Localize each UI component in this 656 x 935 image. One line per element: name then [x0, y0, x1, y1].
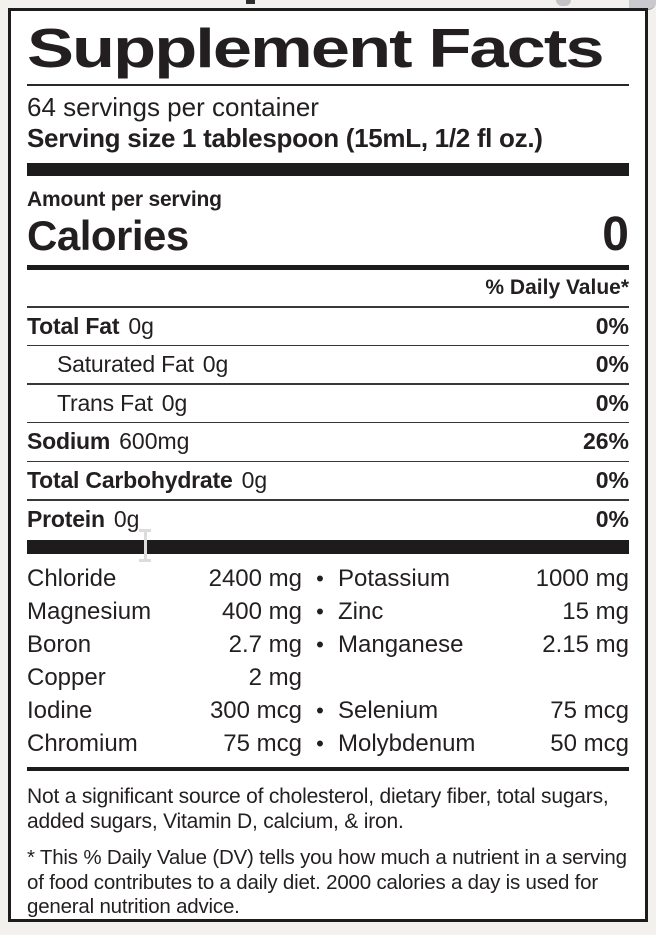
mineral-name: Selenium: [338, 696, 439, 724]
mineral-name: Chloride: [27, 564, 117, 592]
nutrient-row-trans-fat: Trans Fat 0g 0%: [27, 385, 629, 422]
mineral-value: 1000 mg: [535, 564, 629, 592]
calories-label: Calories: [27, 211, 189, 259]
mineral-value: 2400 mg: [208, 564, 302, 592]
mineral-value: 2.7 mg: [228, 630, 302, 658]
nutrient-name-amount: Protein 0g: [27, 506, 139, 533]
mineral-name: [338, 661, 496, 694]
nutrient-daily-value: 0%: [595, 351, 629, 378]
nutrient-name: Total Fat: [27, 312, 120, 339]
nutrient-amount: 0g: [241, 467, 268, 494]
nutrient-amount: 0g: [113, 505, 140, 532]
not-significant-source-note: Not a significant source of cholesterol,…: [27, 784, 609, 834]
nutrient-daily-value: 0%: [595, 467, 629, 494]
mineral-row: Magnesium 400 mg • Zinc 15 mg: [27, 595, 629, 628]
nutrient-daily-value: 0%: [595, 505, 629, 532]
mineral-name: Manganese: [338, 630, 464, 658]
mineral-name: Boron: [27, 630, 92, 658]
nutrient-name: Trans Fat: [57, 389, 153, 416]
bullet-separator: •: [316, 697, 324, 723]
mineral-row: Chromium 75 mcg • Molybdenum 50 mcg: [27, 727, 629, 760]
divider: [27, 460, 629, 463]
mineral-row: Boron 2.7 mg • Manganese 2.15 mg: [27, 628, 629, 661]
nutrient-name-amount: Trans Fat 0g: [27, 390, 187, 417]
supplement-facts-label: Supplement Facts 64 servings per contain…: [8, 8, 648, 922]
nutrient-name-amount: Sodium 600mg: [27, 428, 189, 455]
nutrient-daily-value: 0%: [595, 389, 629, 416]
nutrient-row-total-fat: Total Fat 0g 0%: [27, 308, 629, 345]
mineral-name: Potassium: [338, 564, 451, 592]
nutrient-name: Protein: [27, 505, 105, 532]
mineral-value: [496, 661, 629, 694]
bullet-separator: •: [316, 730, 324, 756]
nutrient-name-amount: Saturated Fat 0g: [27, 351, 228, 378]
nutrient-row-total-carbohydrate: Total Carbohydrate 0g 0%: [27, 462, 629, 499]
mineral-row: Chloride 2400 mg • Potassium 1000 mg: [27, 562, 629, 595]
divider: [27, 383, 629, 385]
nutrient-name-amount: Total Carbohydrate 0g: [27, 467, 267, 494]
mineral-value: 2 mg: [248, 663, 302, 691]
amount-per-serving-heading: Amount per serving: [27, 188, 222, 212]
mineral-value: 75 mcg: [223, 729, 302, 757]
calories-row: Calories 0: [27, 208, 629, 262]
nutrient-daily-value: 0%: [595, 312, 629, 339]
thick-divider: [27, 163, 629, 177]
mineral-value: 300 mcg: [209, 696, 302, 724]
nutrient-name: Total Carbohydrate: [27, 467, 233, 494]
nutrient-amount: 0g: [128, 312, 154, 339]
nutrient-row-saturated-fat: Saturated Fat 0g 0%: [27, 346, 629, 383]
minerals-table: Chloride 2400 mg • Potassium 1000 mg Mag…: [27, 562, 629, 760]
divider: [27, 421, 629, 424]
label-title: Supplement Facts: [27, 17, 605, 79]
serving-size: Serving size 1 tablespoon (15mL, 1/2 fl …: [27, 123, 543, 154]
divider: [27, 306, 629, 308]
divider: [27, 84, 629, 87]
mineral-name: Chromium: [27, 729, 138, 757]
servings-per-container: 64 servings per container: [27, 92, 319, 123]
divider: [27, 344, 629, 347]
mineral-name: Iodine: [27, 696, 93, 724]
bullet-separator: [302, 661, 338, 694]
divider: [27, 499, 629, 501]
nutrient-daily-value: 26%: [582, 428, 629, 455]
cropped-content-artifact: [556, 0, 571, 6]
mineral-name: Copper: [27, 663, 106, 691]
nutrient-amount: 0g: [202, 351, 229, 378]
nutrient-name-amount: Total Fat 0g: [27, 313, 154, 340]
mineral-name: Magnesium: [27, 597, 152, 625]
nutrient-name: Sodium: [27, 428, 111, 455]
bullet-separator: •: [316, 598, 324, 624]
nutrient-amount: 0g: [161, 389, 188, 416]
mineral-value: 50 mcg: [550, 729, 629, 757]
divider: [27, 766, 629, 771]
bullet-separator: •: [316, 565, 324, 591]
cropped-content-artifact: [246, 0, 255, 4]
mineral-name: Molybdenum: [338, 729, 476, 757]
divider: [27, 265, 629, 271]
bullet-separator: •: [316, 631, 324, 657]
nutrient-name: Saturated Fat: [57, 351, 194, 378]
mineral-value: 75 mcg: [550, 696, 629, 724]
nutrient-row-protein: Protein 0g 0%: [27, 501, 629, 538]
nutrient-row-sodium: Sodium 600mg 26%: [27, 423, 629, 460]
daily-value-footnote: * This % Daily Value (DV) tells you how …: [27, 846, 627, 919]
thick-divider: [27, 539, 629, 554]
mineral-value: 2.15 mg: [542, 630, 629, 658]
calories-value: 0: [602, 208, 629, 262]
nutrient-amount: 600mg: [119, 428, 190, 455]
daily-value-header: % Daily Value*: [485, 276, 629, 300]
mineral-row: Copper 2 mg: [27, 661, 629, 694]
mineral-value: 400 mg: [221, 597, 302, 625]
mineral-name: Zinc: [338, 597, 384, 625]
mineral-row: Iodine 300 mcg • Selenium 75 mcg: [27, 694, 629, 727]
mineral-value: 15 mg: [562, 597, 629, 625]
